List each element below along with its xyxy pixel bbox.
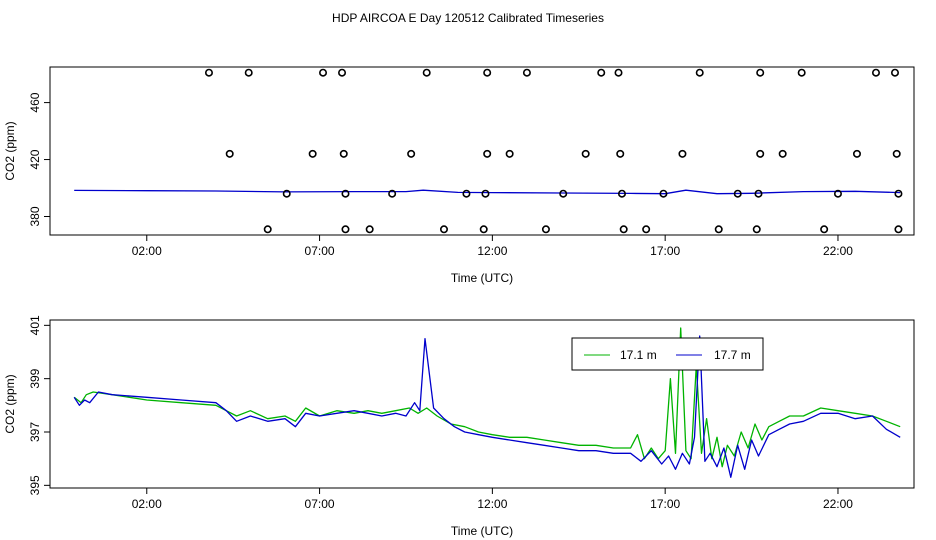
x-tick-label: 22:00: [823, 497, 853, 511]
y-tick-label: 380: [28, 206, 42, 226]
x-tick-label: 02:00: [132, 244, 162, 258]
data-point: [756, 149, 765, 158]
data-point: [339, 149, 348, 158]
data-point: [778, 149, 787, 158]
panel-1: 02:00 07:00 12:00 17:00 22:00 380 420 460 Time…: [3, 66, 915, 285]
data-point: [244, 68, 253, 77]
legend-label-17-1m: 17.1 m: [620, 348, 657, 362]
legend: 17.1 m 17.7 m: [571, 337, 764, 371]
panel-1-y-label: CO2 (ppm): [3, 121, 17, 180]
data-point: [678, 149, 687, 158]
data-point: [341, 189, 350, 198]
panel-2-x-label: Time (UTC): [451, 524, 513, 538]
data-point: [597, 68, 606, 77]
panel-2-y-label: CO2 (ppm): [3, 374, 17, 433]
data-point: [714, 225, 723, 234]
x-tick-label: 07:00: [305, 244, 335, 258]
data-point: [522, 68, 531, 77]
data-point: [479, 225, 488, 234]
panel-2-series: [73, 327, 901, 478]
data-point: [483, 149, 492, 158]
data-point: [733, 189, 742, 198]
x-tick-label: 02:00: [132, 497, 162, 511]
data-point: [263, 225, 272, 234]
y-tick-label: 460: [28, 92, 42, 112]
data-point: [204, 68, 213, 77]
x-tick-label: 22:00: [823, 244, 853, 258]
x-tick-label: 12:00: [477, 244, 507, 258]
data-point: [619, 225, 628, 234]
data-point: [365, 225, 374, 234]
data-point: [541, 225, 550, 234]
y-tick-label: 395: [28, 475, 42, 495]
panel-1-frame: [49, 66, 915, 236]
data-point: [894, 189, 903, 198]
panel-1-x-label: Time (UTC): [451, 271, 513, 285]
data-point: [407, 149, 416, 158]
y-tick-label: 397: [28, 422, 42, 442]
data-point: [695, 68, 704, 77]
panel-1-series: [74, 189, 901, 195]
data-point: [890, 68, 899, 77]
data-point: [754, 189, 763, 198]
data-point: [225, 149, 234, 158]
legend-box: [571, 337, 764, 371]
data-point: [338, 68, 347, 77]
data-point: [439, 225, 448, 234]
data-point: [756, 68, 765, 77]
panel-2-y-axis: 395 397 399 401: [28, 315, 50, 495]
data-point: [341, 225, 350, 234]
data-point: [481, 189, 490, 198]
x-tick-label: 12:00: [477, 497, 507, 511]
data-point: [833, 189, 842, 198]
data-point: [617, 189, 626, 198]
data-point: [752, 225, 761, 234]
panel-2-frame: [49, 319, 915, 489]
data-point: [852, 149, 861, 158]
data-point: [616, 149, 625, 158]
data-point: [505, 149, 514, 158]
legend-label-17-7m: 17.7 m: [714, 348, 751, 362]
data-point: [614, 68, 623, 77]
x-tick-label: 07:00: [305, 497, 335, 511]
data-point: [483, 68, 492, 77]
data-point: [642, 225, 651, 234]
data-point: [559, 189, 568, 198]
series-line-0: [74, 189, 901, 195]
data-point: [422, 68, 431, 77]
y-tick-label: 420: [28, 149, 42, 169]
chart-title: HDP AIRCOA E Day 120512 Calibrated Times…: [332, 11, 604, 25]
data-point: [319, 68, 328, 77]
data-point: [308, 149, 317, 158]
x-tick-label: 17:00: [650, 497, 680, 511]
data-point: [282, 189, 291, 198]
data-point: [462, 189, 471, 198]
data-point: [894, 225, 903, 234]
panel-2-x-axis: 02:00 07:00 12:00 17:00 22:00: [132, 488, 853, 511]
y-tick-label: 401: [28, 315, 42, 335]
data-point: [659, 189, 668, 198]
data-point: [892, 149, 901, 158]
panel-1-points: [204, 68, 903, 234]
data-point: [820, 225, 829, 234]
panel-1-y-axis: 380 420 460: [28, 92, 50, 227]
panel-1-x-axis: 02:00 07:00 12:00 17:00 22:00: [132, 235, 853, 258]
series-line-17-7-m: [73, 335, 901, 478]
panel-2: 02:00 07:00 12:00 17:00 22:00 395 397 399 401 T…: [3, 315, 915, 538]
series-line-17-1-m: [73, 327, 901, 468]
data-point: [797, 68, 806, 77]
x-tick-label: 17:00: [650, 244, 680, 258]
data-point: [388, 189, 397, 198]
data-point: [871, 68, 880, 77]
y-tick-label: 399: [28, 368, 42, 388]
data-point: [581, 149, 590, 158]
